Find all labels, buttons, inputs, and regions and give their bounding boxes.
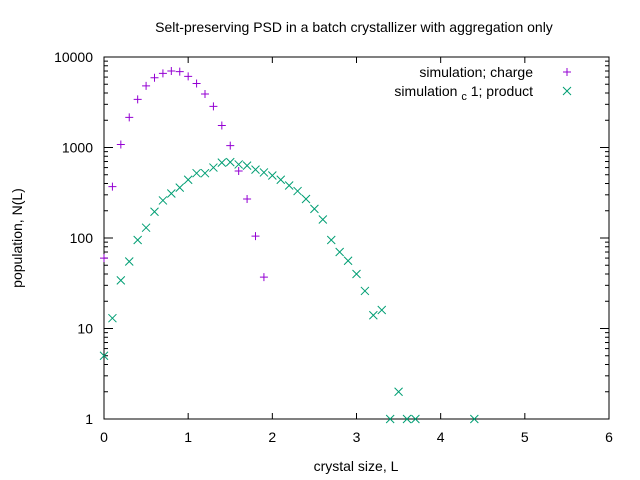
data-point (133, 235, 143, 245)
data-point (234, 166, 243, 175)
legend-label-part: 1; product (467, 83, 533, 99)
legend-label: simulation; charge (419, 64, 533, 80)
data-point (411, 414, 420, 424)
data-marks (99, 67, 479, 424)
data-point (150, 73, 159, 82)
series-2 (99, 157, 479, 424)
data-point (259, 273, 268, 282)
data-point (184, 72, 193, 81)
data-point (201, 90, 209, 99)
x-tick-label: 5 (521, 429, 529, 445)
legend-label-part: simulation (394, 83, 461, 99)
x-tick-label: 6 (605, 429, 613, 445)
x-axis: 0 1 2 3 4 5 6 (100, 57, 613, 445)
data-point (267, 171, 277, 180)
data-point (226, 141, 235, 150)
data-point (394, 387, 403, 397)
data-point (158, 69, 167, 78)
data-point (276, 175, 286, 185)
data-point (243, 194, 252, 203)
data-point (402, 414, 412, 424)
x-tick-label: 1 (184, 429, 192, 445)
x-tick-label: 0 (100, 429, 108, 445)
data-point (217, 121, 226, 130)
x-tick-label: 4 (437, 429, 445, 445)
data-point (116, 140, 125, 149)
data-point (318, 215, 328, 224)
series-1 (100, 67, 268, 282)
data-point (234, 160, 244, 169)
data-point (335, 247, 345, 257)
y-tick-label: 1000 (62, 140, 93, 156)
data-point (385, 414, 395, 424)
data-point (352, 269, 361, 279)
data-point (175, 67, 184, 76)
data-point (125, 113, 134, 122)
data-point (200, 168, 210, 178)
data-point (217, 158, 227, 168)
data-point (326, 235, 336, 245)
data-point (100, 254, 108, 263)
data-point (469, 414, 479, 424)
data-point (124, 257, 134, 266)
y-axis: 1 10 100 1000 10000 (54, 49, 609, 427)
data-point (301, 194, 311, 204)
plot-frame (103, 56, 610, 420)
data-point (108, 182, 117, 191)
data-point (242, 161, 252, 171)
data-point (368, 310, 378, 320)
y-axis-label: population, N(L) (9, 188, 25, 288)
data-point (225, 157, 235, 167)
data-point (377, 305, 387, 315)
legend-marker (563, 68, 571, 76)
data-point (209, 163, 218, 172)
data-point (192, 79, 201, 88)
data-point (183, 175, 193, 185)
data-point (259, 168, 269, 177)
x-tick-label: 2 (268, 429, 276, 445)
plot-border (103, 56, 610, 420)
data-point (343, 256, 353, 266)
data-point (116, 276, 126, 285)
data-point (310, 204, 319, 214)
y-tick-label: 10 (77, 321, 93, 337)
x-axis-label: crystal size, L (314, 458, 399, 474)
legend: simulation; charge simulation c 1; produc… (394, 64, 572, 103)
data-point (251, 232, 260, 241)
data-point (133, 95, 142, 104)
x-tick-label: 3 (353, 429, 361, 445)
data-point (209, 102, 218, 111)
data-point (99, 351, 109, 361)
data-point (192, 168, 201, 178)
data-point (141, 223, 151, 233)
data-point (150, 207, 159, 217)
data-point (158, 196, 168, 205)
data-point (251, 165, 260, 174)
data-point (293, 186, 302, 196)
data-point (175, 183, 185, 193)
data-point (284, 181, 294, 190)
legend-label-subscript: c (461, 91, 467, 103)
y-tick-label: 1 (85, 411, 93, 427)
y-tick-label: 100 (70, 230, 94, 246)
data-point (167, 67, 176, 76)
data-point (142, 81, 151, 90)
data-point (360, 286, 370, 296)
y-tick-label: 10000 (54, 49, 93, 65)
data-point (166, 189, 176, 198)
legend-marker (562, 86, 572, 96)
legend-label: simulation c 1; product (394, 83, 533, 103)
data-point (108, 313, 117, 323)
chart-title: Selt-preserving PSD in a batch crystalli… (155, 19, 553, 35)
